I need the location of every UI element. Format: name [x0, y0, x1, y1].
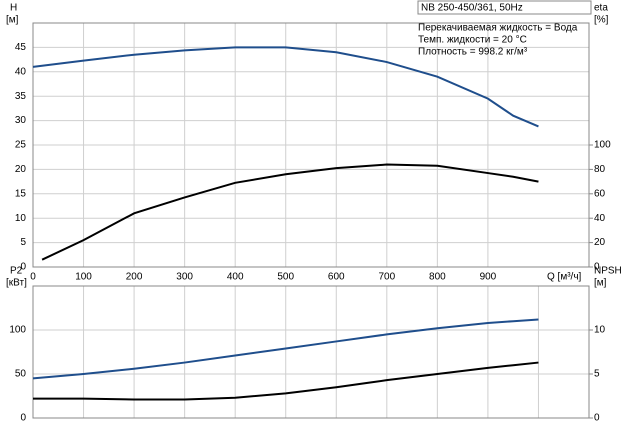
- y-tick-label: 30: [15, 115, 27, 126]
- y-tick-label: 0: [20, 413, 26, 424]
- x-tick-label: 200: [126, 272, 143, 283]
- y2-tick-label: 0: [594, 262, 600, 273]
- chart-title: NB 250-450/361, 50Hz: [421, 3, 523, 14]
- y2-tick-label: 60: [594, 188, 606, 199]
- x-tick-label: 0: [30, 272, 36, 283]
- y-axis-label: H: [10, 3, 17, 14]
- y-tick-label: 15: [15, 188, 27, 199]
- y-tick-label: 10: [15, 213, 27, 224]
- y-tick-label: 25: [15, 140, 27, 151]
- y-tick-label: 5: [20, 237, 26, 248]
- y-tick-label: 35: [15, 91, 27, 102]
- y2-axis-unit: [%]: [594, 15, 609, 26]
- y2-tick-label: 0: [594, 413, 600, 424]
- curve: [33, 361, 539, 401]
- y2-tick-label: 100: [594, 140, 611, 151]
- y-axis-unit: [м]: [6, 15, 19, 26]
- x-tick-label: 100: [75, 272, 92, 283]
- y-tick-label: 100: [9, 325, 26, 336]
- x-tick-label: 300: [176, 272, 193, 283]
- y2-axis-label: NPSH: [594, 266, 622, 277]
- curve: [32, 46, 539, 128]
- curve: [32, 318, 539, 380]
- annotation: Плотность = 998.2 кг/м³: [418, 47, 528, 58]
- y2-axis-label: eta: [594, 3, 608, 14]
- plot-frame: [32, 285, 590, 419]
- x-tick-label: 800: [429, 272, 446, 283]
- y2-tick-label: 10: [594, 325, 606, 336]
- y2-tick-label: 80: [594, 164, 606, 175]
- x-tick-label: 900: [480, 272, 497, 283]
- x-tick-label: 500: [277, 272, 294, 283]
- annotation: Перекачиваемая жидкость = Вода: [418, 23, 578, 34]
- y-tick-label: 0: [20, 262, 26, 273]
- y2-tick-label: 5: [594, 369, 600, 380]
- y2-tick-label: 40: [594, 213, 606, 224]
- y-tick-label: 45: [15, 42, 27, 53]
- y-tick-label: 20: [15, 164, 27, 175]
- y-tick-label: 50: [15, 369, 27, 380]
- title-box: [417, 0, 592, 15]
- curve: [41, 163, 539, 261]
- x-tick-label: 600: [328, 272, 345, 283]
- y2-tick-label: 20: [594, 237, 606, 248]
- y-tick-label: 40: [15, 66, 27, 77]
- y-axis-label: P2: [10, 266, 23, 277]
- x-tick-label: 400: [227, 272, 244, 283]
- plot-frame: [32, 22, 590, 268]
- annotation: Темп. жидкости = 20 °C: [418, 35, 527, 46]
- x-axis-label: Q [м³/ч]: [547, 272, 582, 283]
- x-tick-label: 700: [378, 272, 395, 283]
- y2-axis-unit: [м]: [594, 278, 607, 289]
- y-axis-unit: [кВт]: [6, 278, 27, 289]
